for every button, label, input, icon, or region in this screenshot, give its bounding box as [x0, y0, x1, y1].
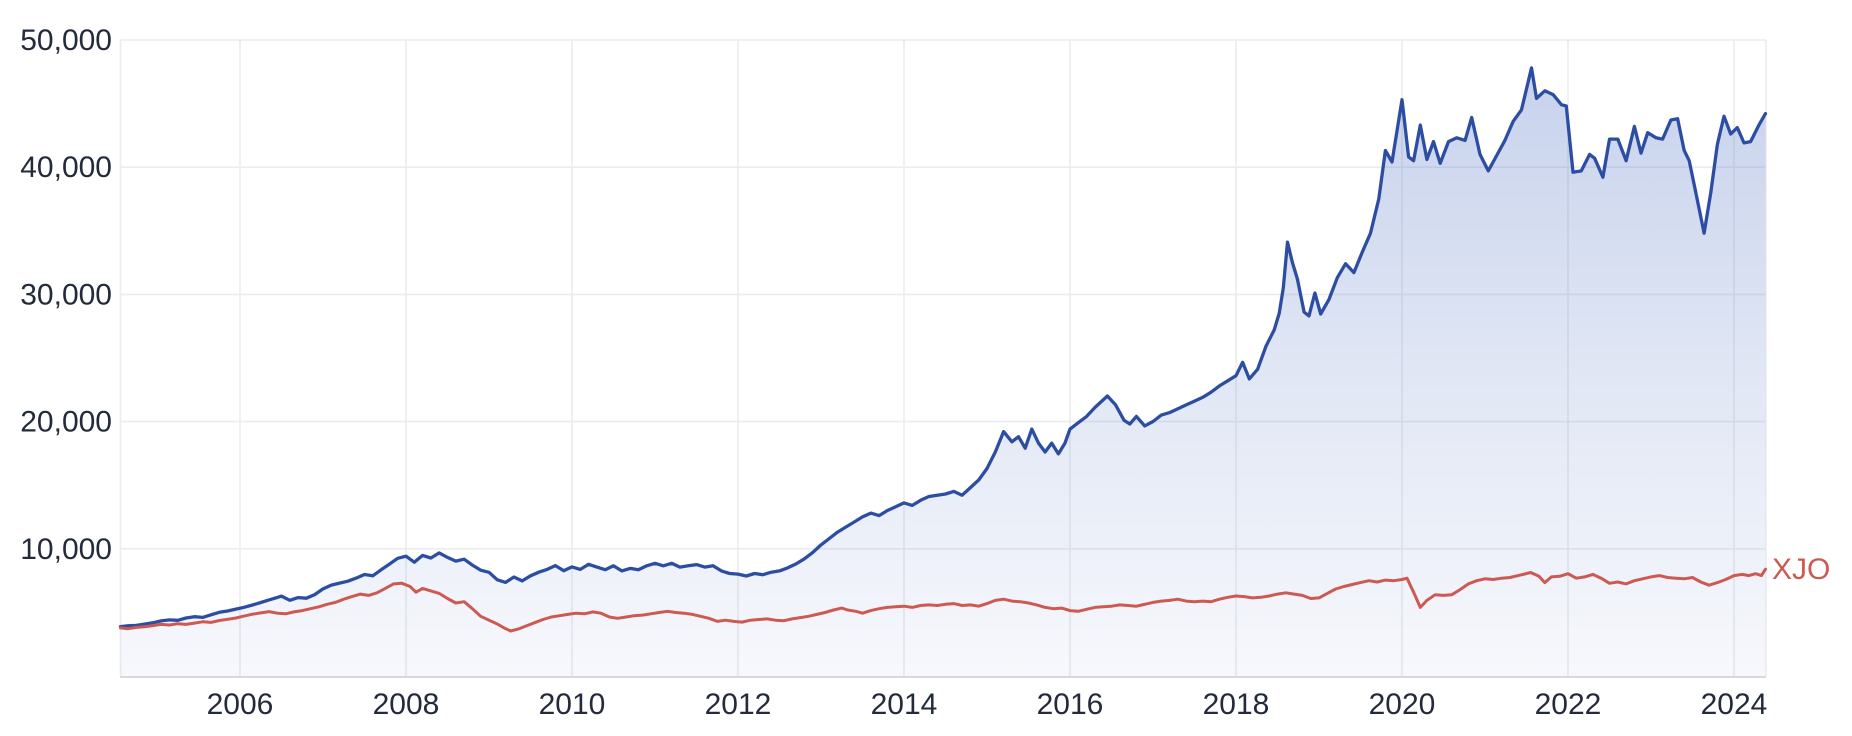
y-tick-label: 30,000 — [20, 278, 112, 311]
x-tick-label: 2012 — [705, 688, 772, 721]
y-tick-label: 20,000 — [20, 406, 112, 439]
x-tick-label: 2022 — [1535, 688, 1602, 721]
y-tick-label: 40,000 — [20, 151, 112, 184]
x-tick-label: 2006 — [207, 688, 274, 721]
xjo-series-line — [119, 567, 1767, 633]
x-tick-label: 2024 — [1701, 688, 1768, 721]
x-tick-label: 2014 — [871, 688, 938, 721]
main-series-area — [120, 67, 1766, 676]
x-tick-label: 2020 — [1369, 688, 1436, 721]
x-tick-label: 2008 — [373, 688, 440, 721]
main-series-line — [118, 66, 1768, 629]
x-tick-label: 2018 — [1203, 688, 1270, 721]
x-tick-label: 2016 — [1037, 688, 1104, 721]
x-tick-label: 2010 — [539, 688, 606, 721]
series-label-xjo: XJO — [1772, 553, 1830, 586]
y-tick-label: 50,000 — [20, 24, 112, 57]
y-tick-label: 10,000 — [20, 533, 112, 566]
